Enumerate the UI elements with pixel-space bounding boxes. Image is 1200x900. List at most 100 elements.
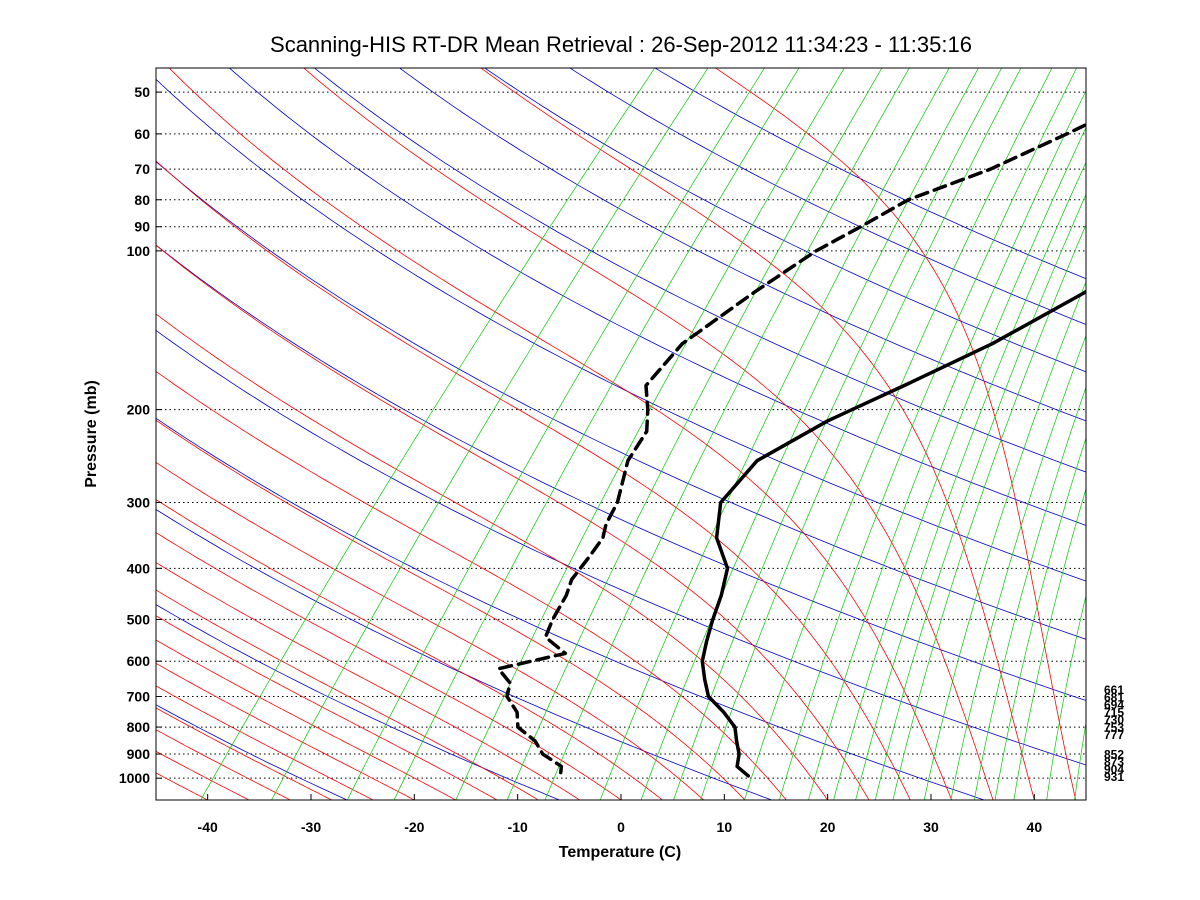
- mixing-ratio-line: [808, 89, 1086, 800]
- mixing-ratio-line: [393, 68, 800, 800]
- y-tick-label: 400: [127, 560, 151, 576]
- dry-adiabat-line: [156, 604, 560, 800]
- mixing-ratio-line: [640, 68, 979, 800]
- y-tick-label: 70: [134, 161, 150, 177]
- x-axis-ticks: -40 -30 -20 -10 0 10 20 30 40: [198, 794, 1043, 835]
- y-tick-label: 80: [134, 192, 150, 208]
- pressure-grid: [156, 91, 1086, 779]
- mixing-ratio-line: [599, 68, 950, 800]
- mixing-ratio-line: [874, 193, 1086, 800]
- dry-adiabat-line: [156, 78, 1086, 582]
- dry-adiabat-line: [569, 68, 1086, 325]
- moist-adiabat-line: [156, 685, 374, 800]
- mixing-ratio-line: [506, 68, 883, 800]
- mixing-ratio-line: [779, 68, 1077, 800]
- mixing-ratio-line: [1046, 594, 1086, 800]
- dry-adiabat-line: [313, 68, 1086, 473]
- mixing-ratio-line: [973, 386, 1086, 800]
- moist-adiabat-line: [156, 419, 746, 800]
- side-pressure-label: 777: [1104, 728, 1124, 742]
- y-tick-label: 900: [127, 746, 151, 762]
- y-tick-label: 50: [134, 84, 150, 100]
- dry-adiabat-line: [654, 68, 1086, 280]
- thermo-background-lines: [156, 68, 1086, 800]
- x-tick-label: -40: [198, 819, 218, 835]
- moist-adiabat-line: [156, 639, 456, 800]
- y-tick-label: 500: [127, 611, 151, 627]
- temperature-profile-line: [700, 289, 1086, 778]
- mixing-ratio-line: [1074, 720, 1086, 800]
- side-pressure-label: 661: [1104, 683, 1124, 697]
- x-tick-label: 10: [717, 819, 733, 835]
- dry-adiabat-line: [398, 68, 1086, 422]
- x-tick-label: -10: [508, 819, 528, 835]
- moist-adiabat-line: [480, 68, 1035, 800]
- mixing-ratio-line: [744, 68, 1053, 800]
- moist-adiabat-line: [156, 160, 911, 800]
- moist-adiabat-line: [156, 589, 539, 800]
- mixing-ratio-line: [455, 68, 845, 800]
- x-axis-label: Temperature (C): [559, 844, 681, 861]
- x-tick-label: -20: [404, 819, 424, 835]
- y-tick-label: 100: [127, 243, 151, 259]
- moist-adiabat-line: [156, 615, 498, 800]
- x-tick-label: 40: [1027, 819, 1043, 835]
- y-tick-label: 600: [127, 653, 151, 669]
- x-tick-label: -30: [301, 819, 321, 835]
- moist-adiabat-line: [156, 313, 829, 800]
- side-pressure-label: 931: [1104, 770, 1124, 784]
- moist-adiabat-line: [156, 707, 332, 800]
- mixing-ratio-line: [923, 280, 1086, 800]
- moist-adiabat-line: [156, 562, 580, 800]
- side-pressure-label: 852: [1104, 748, 1124, 762]
- sounding-series: [496, 122, 1086, 780]
- moist-adiabat-line: [156, 750, 250, 800]
- side-pressure-label: 753: [1104, 721, 1124, 735]
- mixing-ratio-line: [892, 223, 1086, 800]
- side-pressure-label: 694: [1104, 698, 1124, 712]
- dewpoint-profile-line: [496, 122, 1086, 780]
- dry-adiabat-line: [156, 244, 1086, 701]
- y-tick-label: 90: [134, 219, 150, 235]
- dry-adiabat-line: [156, 329, 1086, 766]
- y-tick-label: 300: [127, 494, 151, 510]
- mixing-ratio-line: [346, 68, 765, 800]
- mixing-ratio-line: [200, 68, 656, 800]
- mixing-ratio-line: [544, 68, 910, 800]
- y-axis-label: Pressure (mb): [83, 380, 100, 488]
- mixing-ratio-line: [994, 436, 1086, 800]
- moist-adiabat-line: [156, 370, 787, 800]
- moist-adiabat-line: [714, 68, 1077, 800]
- moist-adiabat-line: [156, 729, 291, 800]
- mixing-ratio-line: [673, 68, 1002, 800]
- moist-adiabat-line: [156, 499, 663, 800]
- y-tick-label: 60: [134, 126, 150, 142]
- moist-adiabat-line: [156, 532, 622, 800]
- y-tick-label: 1000: [119, 770, 150, 786]
- side-pressure-label: 730: [1104, 713, 1124, 727]
- moist-adiabat-line: [156, 662, 415, 800]
- y-tick-label: 700: [127, 688, 151, 704]
- dry-adiabat-line: [156, 417, 985, 800]
- mixing-ratio-line: [1013, 487, 1086, 800]
- x-tick-label: 0: [617, 819, 625, 835]
- side-pressure-label: 681: [1104, 691, 1124, 705]
- y-axis-ticks: 50 60 70 80 90 100 200 300 400 500 600 700 800 900 100…: [119, 84, 162, 786]
- moist-adiabat-line: [168, 68, 953, 800]
- mixing-ratio-line: [700, 68, 1022, 800]
- y-tick-label: 200: [127, 402, 151, 418]
- side-pressure-label: 904: [1104, 763, 1124, 777]
- side-pressure-label: 873: [1104, 755, 1124, 769]
- mixing-ratio-line: [950, 334, 1086, 800]
- mixing-ratio-line: [833, 126, 1086, 800]
- side-pressure-label: 715: [1104, 706, 1124, 720]
- y-tick-label: 800: [127, 719, 151, 735]
- mixing-ratio-line: [271, 68, 709, 800]
- x-tick-label: 20: [820, 819, 836, 835]
- x-tick-label: 30: [923, 819, 939, 835]
- dry-adiabat-line: [484, 68, 1086, 373]
- mixing-ratio-line: [855, 161, 1086, 800]
- chart-title: Scanning-HIS RT-DR Mean Retrieval : 26-S…: [270, 32, 972, 57]
